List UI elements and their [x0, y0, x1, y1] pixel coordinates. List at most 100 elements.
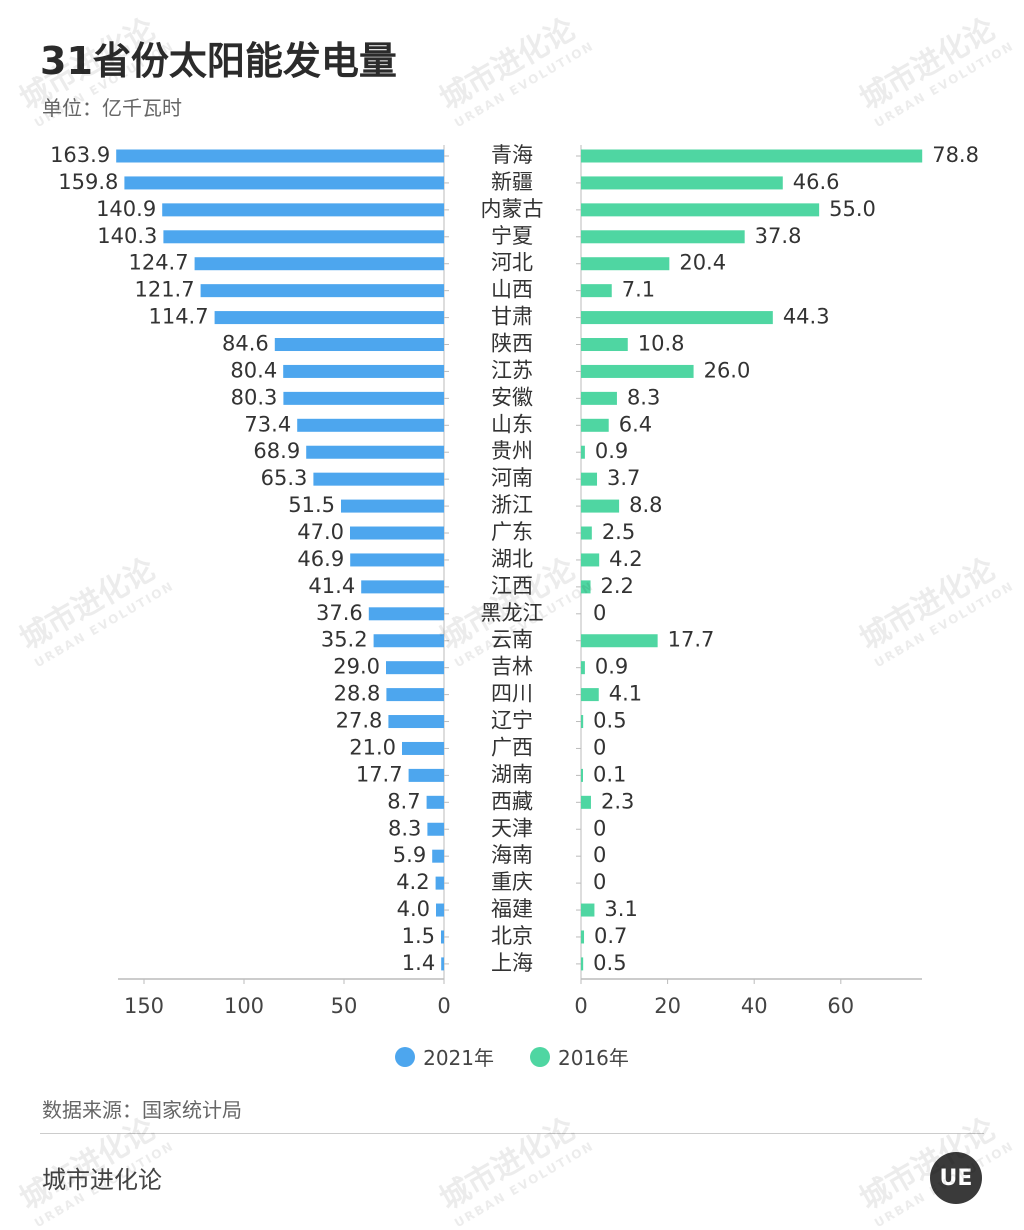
bar-2021 [427, 822, 444, 836]
data-label-2021: 4.2 [396, 870, 429, 894]
bar-2021 [200, 284, 444, 298]
bar-2016 [581, 930, 585, 944]
data-label-2021: 84.6 [222, 332, 269, 356]
data-label-2021: 140.3 [97, 224, 157, 248]
category-label: 福建 [491, 897, 533, 921]
right-axis-tick-label: 20 [654, 994, 681, 1018]
category-label: 重庆 [491, 870, 533, 894]
data-label-2016: 8.8 [629, 493, 662, 517]
bar-2016 [581, 472, 598, 486]
data-label-2021: 8.3 [388, 816, 421, 840]
bar-2016 [581, 203, 820, 217]
bar-2016 [581, 418, 609, 432]
left-axis-tick-label: 50 [331, 994, 358, 1018]
bar-2016 [581, 284, 612, 298]
butterfly-bar-chart: 163.9 青海 78.8 159.8 新疆 46.6 140.9 内蒙古 55.0 140.3 宁… [50, 143, 979, 1018]
right-axis-tick-label: 0 [574, 994, 587, 1018]
category-label: 四川 [491, 682, 533, 706]
bar-2016 [581, 230, 745, 244]
data-label-2021: 163.9 [50, 143, 110, 167]
data-label-2016: 0.9 [595, 655, 628, 679]
data-label-2021: 28.8 [334, 682, 381, 706]
data-label-2021: 159.8 [58, 170, 118, 194]
bar-2021 [274, 338, 444, 352]
category-label: 天津 [491, 816, 533, 840]
bar-2016 [581, 311, 773, 325]
category-label: 黑龙江 [481, 601, 544, 625]
category-label: 浙江 [491, 493, 533, 517]
bar-2016 [581, 364, 694, 378]
bar-2016 [581, 526, 592, 540]
data-label-2016: 0 [593, 735, 606, 759]
data-label-2021: 1.5 [402, 924, 435, 948]
data-label-2016: 0 [593, 816, 606, 840]
data-label-2016: 0.9 [595, 439, 628, 463]
bar-2021 [162, 203, 444, 217]
data-label-2021: 140.9 [96, 197, 156, 221]
data-label-2016: 78.8 [932, 143, 979, 167]
data-label-2016: 4.1 [609, 682, 642, 706]
data-label-2016: 37.8 [755, 224, 802, 248]
category-label: 山西 [491, 278, 533, 302]
category-label: 河北 [491, 251, 533, 275]
data-label-2021: 27.8 [336, 709, 383, 733]
data-label-2016: 3.7 [607, 466, 640, 490]
bar-2021 [116, 149, 444, 163]
footer-divider [40, 1133, 984, 1134]
bar-2021 [350, 526, 444, 540]
data-label-2021: 17.7 [356, 762, 403, 786]
brand-name: 城市进化论 [42, 1166, 162, 1194]
category-label: 贵州 [491, 439, 533, 463]
chart-title: 31省份太阳能发电量 [40, 39, 397, 83]
category-label: 上海 [491, 951, 533, 975]
data-label-2016: 4.2 [609, 547, 642, 571]
category-label: 宁夏 [491, 224, 533, 248]
bar-2016 [581, 257, 670, 271]
data-label-2016: 6.4 [619, 412, 652, 436]
category-label: 内蒙古 [481, 197, 544, 221]
category-label: 广东 [491, 520, 533, 544]
bar-2021 [297, 418, 444, 432]
watermark-en: URBAN EVOLUTION [452, 1138, 597, 1230]
bar-2021 [283, 364, 444, 378]
bar-2021 [432, 849, 444, 863]
bar-2021 [163, 230, 444, 244]
watermark-cn: 城市进化论 [434, 1111, 582, 1218]
bar-2016 [581, 391, 617, 405]
bar-2021 [368, 607, 444, 621]
bar-2016 [581, 688, 599, 702]
data-label-2021: 21.0 [349, 735, 396, 759]
right-axis-tick-label: 40 [741, 994, 768, 1018]
legend-swatch-2016 [530, 1046, 550, 1067]
bar-2021 [283, 391, 444, 405]
bar-2021 [441, 930, 444, 944]
data-label-2021: 41.4 [308, 574, 355, 598]
bar-2021 [341, 499, 444, 513]
data-label-2016: 10.8 [638, 332, 685, 356]
left-axis-tick-label: 0 [437, 994, 450, 1018]
bar-2016 [581, 768, 583, 782]
data-label-2016: 2.3 [601, 789, 634, 813]
category-label: 安徽 [491, 385, 533, 409]
bar-2021 [436, 903, 444, 917]
legend-item-2016: 2016年 [530, 1042, 629, 1071]
data-label-2016: 26.0 [704, 358, 751, 382]
bar-2016 [581, 715, 584, 729]
data-label-2016: 0.7 [594, 924, 627, 948]
bar-2021 [426, 795, 444, 809]
bar-2016 [581, 445, 585, 459]
data-label-2016: 17.7 [668, 628, 715, 652]
bar-2021 [388, 715, 444, 729]
bar-2021 [306, 445, 444, 459]
data-label-2021: 1.4 [402, 951, 435, 975]
category-label: 新疆 [491, 170, 533, 194]
bar-2021 [386, 661, 444, 675]
data-label-2021: 29.0 [333, 655, 380, 679]
data-label-2016: 44.3 [783, 305, 830, 329]
bar-2021 [194, 257, 444, 271]
category-label: 河南 [491, 466, 533, 490]
data-label-2016: 3.1 [604, 897, 637, 921]
data-label-2016: 8.3 [627, 385, 660, 409]
data-label-2021: 4.0 [397, 897, 430, 921]
